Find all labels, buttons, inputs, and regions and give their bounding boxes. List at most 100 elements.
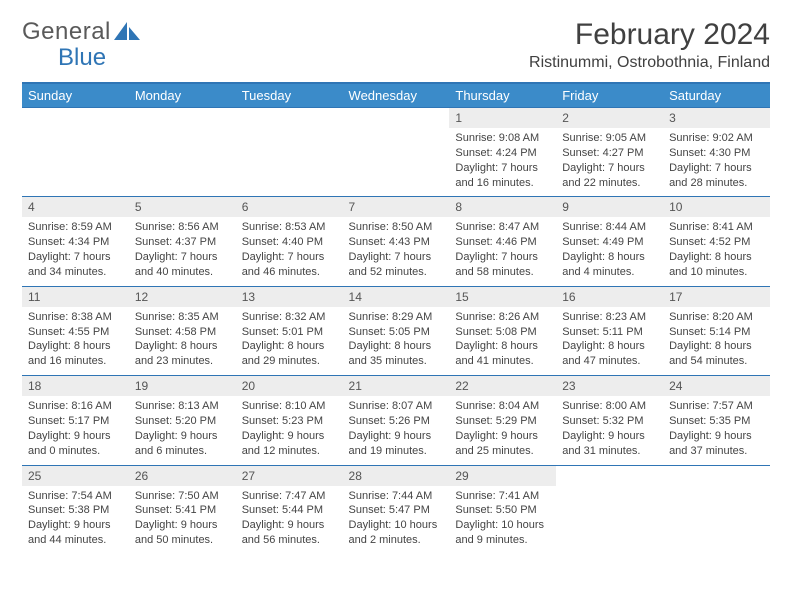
day-number: 12	[129, 287, 236, 307]
day-number: 11	[22, 287, 129, 307]
day-data: Sunrise: 8:29 AMSunset: 5:05 PMDaylight:…	[343, 307, 450, 375]
day-number: 5	[129, 197, 236, 217]
calendar-empty-cell	[22, 108, 129, 197]
location: Ristinummi, Ostrobothnia, Finland	[529, 54, 770, 72]
day-data: Sunrise: 8:32 AMSunset: 5:01 PMDaylight:…	[236, 307, 343, 375]
calendar-day-cell: 23Sunrise: 8:00 AMSunset: 5:32 PMDayligh…	[556, 376, 663, 465]
logo-text-1: General	[22, 18, 111, 46]
calendar-day-cell: 4Sunrise: 8:59 AMSunset: 4:34 PMDaylight…	[22, 197, 129, 286]
day-number: 2	[556, 108, 663, 128]
calendar-empty-cell	[556, 465, 663, 554]
calendar-day-cell: 5Sunrise: 8:56 AMSunset: 4:37 PMDaylight…	[129, 197, 236, 286]
day-number: 16	[556, 287, 663, 307]
calendar-day-cell: 28Sunrise: 7:44 AMSunset: 5:47 PMDayligh…	[343, 465, 450, 554]
day-data: Sunrise: 8:44 AMSunset: 4:49 PMDaylight:…	[556, 217, 663, 285]
calendar-day-cell: 20Sunrise: 8:10 AMSunset: 5:23 PMDayligh…	[236, 376, 343, 465]
day-number: 28	[343, 466, 450, 486]
day-data: Sunrise: 7:57 AMSunset: 5:35 PMDaylight:…	[663, 396, 770, 464]
day-data: Sunrise: 7:54 AMSunset: 5:38 PMDaylight:…	[22, 486, 129, 554]
day-data: Sunrise: 7:41 AMSunset: 5:50 PMDaylight:…	[449, 486, 556, 554]
calendar-day-cell: 6Sunrise: 8:53 AMSunset: 4:40 PMDaylight…	[236, 197, 343, 286]
day-number: 14	[343, 287, 450, 307]
calendar-day-cell: 18Sunrise: 8:16 AMSunset: 5:17 PMDayligh…	[22, 376, 129, 465]
day-data: Sunrise: 8:41 AMSunset: 4:52 PMDaylight:…	[663, 217, 770, 285]
calendar-day-cell: 2Sunrise: 9:05 AMSunset: 4:27 PMDaylight…	[556, 108, 663, 197]
day-data: Sunrise: 8:35 AMSunset: 4:58 PMDaylight:…	[129, 307, 236, 375]
weekday-header: Monday	[129, 83, 236, 108]
day-number: 20	[236, 376, 343, 396]
day-number: 1	[449, 108, 556, 128]
day-number: 15	[449, 287, 556, 307]
calendar-day-cell: 19Sunrise: 8:13 AMSunset: 5:20 PMDayligh…	[129, 376, 236, 465]
day-data: Sunrise: 8:00 AMSunset: 5:32 PMDaylight:…	[556, 396, 663, 464]
calendar-day-cell: 7Sunrise: 8:50 AMSunset: 4:43 PMDaylight…	[343, 197, 450, 286]
logo-text-2-wrap: Blue	[22, 44, 106, 72]
day-data: Sunrise: 8:50 AMSunset: 4:43 PMDaylight:…	[343, 217, 450, 285]
page-title: February 2024	[529, 18, 770, 52]
calendar-empty-cell	[663, 465, 770, 554]
calendar-day-cell: 29Sunrise: 7:41 AMSunset: 5:50 PMDayligh…	[449, 465, 556, 554]
calendar-day-cell: 12Sunrise: 8:35 AMSunset: 4:58 PMDayligh…	[129, 286, 236, 375]
calendar-day-cell: 26Sunrise: 7:50 AMSunset: 5:41 PMDayligh…	[129, 465, 236, 554]
day-data: Sunrise: 8:59 AMSunset: 4:34 PMDaylight:…	[22, 217, 129, 285]
calendar-week-row: 1Sunrise: 9:08 AMSunset: 4:24 PMDaylight…	[22, 108, 770, 197]
calendar-week-row: 11Sunrise: 8:38 AMSunset: 4:55 PMDayligh…	[22, 286, 770, 375]
calendar-day-cell: 11Sunrise: 8:38 AMSunset: 4:55 PMDayligh…	[22, 286, 129, 375]
day-number: 8	[449, 197, 556, 217]
calendar-day-cell: 25Sunrise: 7:54 AMSunset: 5:38 PMDayligh…	[22, 465, 129, 554]
calendar-day-cell: 8Sunrise: 8:47 AMSunset: 4:46 PMDaylight…	[449, 197, 556, 286]
day-number: 6	[236, 197, 343, 217]
calendar-day-cell: 1Sunrise: 9:08 AMSunset: 4:24 PMDaylight…	[449, 108, 556, 197]
calendar-day-cell: 9Sunrise: 8:44 AMSunset: 4:49 PMDaylight…	[556, 197, 663, 286]
day-number: 7	[343, 197, 450, 217]
calendar-empty-cell	[129, 108, 236, 197]
day-data: Sunrise: 7:50 AMSunset: 5:41 PMDaylight:…	[129, 486, 236, 554]
weekday-header: Tuesday	[236, 83, 343, 108]
day-data: Sunrise: 8:13 AMSunset: 5:20 PMDaylight:…	[129, 396, 236, 464]
day-data: Sunrise: 8:26 AMSunset: 5:08 PMDaylight:…	[449, 307, 556, 375]
day-data: Sunrise: 9:02 AMSunset: 4:30 PMDaylight:…	[663, 128, 770, 196]
day-data: Sunrise: 8:53 AMSunset: 4:40 PMDaylight:…	[236, 217, 343, 285]
day-data: Sunrise: 8:47 AMSunset: 4:46 PMDaylight:…	[449, 217, 556, 285]
calendar-day-cell: 14Sunrise: 8:29 AMSunset: 5:05 PMDayligh…	[343, 286, 450, 375]
day-number: 18	[22, 376, 129, 396]
day-data: Sunrise: 8:10 AMSunset: 5:23 PMDaylight:…	[236, 396, 343, 464]
day-number: 9	[556, 197, 663, 217]
day-number: 10	[663, 197, 770, 217]
day-data: Sunrise: 8:20 AMSunset: 5:14 PMDaylight:…	[663, 307, 770, 375]
day-number: 21	[343, 376, 450, 396]
logo-sail-icon	[114, 22, 142, 42]
day-data: Sunrise: 8:56 AMSunset: 4:37 PMDaylight:…	[129, 217, 236, 285]
day-data: Sunrise: 8:07 AMSunset: 5:26 PMDaylight:…	[343, 396, 450, 464]
calendar-day-cell: 24Sunrise: 7:57 AMSunset: 5:35 PMDayligh…	[663, 376, 770, 465]
calendar-day-cell: 17Sunrise: 8:20 AMSunset: 5:14 PMDayligh…	[663, 286, 770, 375]
day-number: 19	[129, 376, 236, 396]
day-number: 24	[663, 376, 770, 396]
logo: General	[22, 18, 142, 46]
calendar-day-cell: 16Sunrise: 8:23 AMSunset: 5:11 PMDayligh…	[556, 286, 663, 375]
day-number: 13	[236, 287, 343, 307]
header: General February 2024 Ristinummi, Ostrob…	[22, 18, 770, 72]
weekday-header: Sunday	[22, 83, 129, 108]
calendar-day-cell: 13Sunrise: 8:32 AMSunset: 5:01 PMDayligh…	[236, 286, 343, 375]
day-number: 25	[22, 466, 129, 486]
day-number: 17	[663, 287, 770, 307]
title-block: February 2024 Ristinummi, Ostrobothnia, …	[529, 18, 770, 72]
day-number: 26	[129, 466, 236, 486]
calendar-empty-cell	[236, 108, 343, 197]
day-number: 22	[449, 376, 556, 396]
calendar-day-cell: 27Sunrise: 7:47 AMSunset: 5:44 PMDayligh…	[236, 465, 343, 554]
day-data: Sunrise: 8:23 AMSunset: 5:11 PMDaylight:…	[556, 307, 663, 375]
day-data: Sunrise: 8:16 AMSunset: 5:17 PMDaylight:…	[22, 396, 129, 464]
weekday-header: Friday	[556, 83, 663, 108]
day-data: Sunrise: 7:44 AMSunset: 5:47 PMDaylight:…	[343, 486, 450, 554]
weekday-header-row: SundayMondayTuesdayWednesdayThursdayFrid…	[22, 83, 770, 108]
day-data: Sunrise: 8:38 AMSunset: 4:55 PMDaylight:…	[22, 307, 129, 375]
day-number: 29	[449, 466, 556, 486]
day-number: 3	[663, 108, 770, 128]
calendar-week-row: 4Sunrise: 8:59 AMSunset: 4:34 PMDaylight…	[22, 197, 770, 286]
day-data: Sunrise: 7:47 AMSunset: 5:44 PMDaylight:…	[236, 486, 343, 554]
calendar-week-row: 25Sunrise: 7:54 AMSunset: 5:38 PMDayligh…	[22, 465, 770, 554]
weekday-header: Wednesday	[343, 83, 450, 108]
weekday-header: Saturday	[663, 83, 770, 108]
